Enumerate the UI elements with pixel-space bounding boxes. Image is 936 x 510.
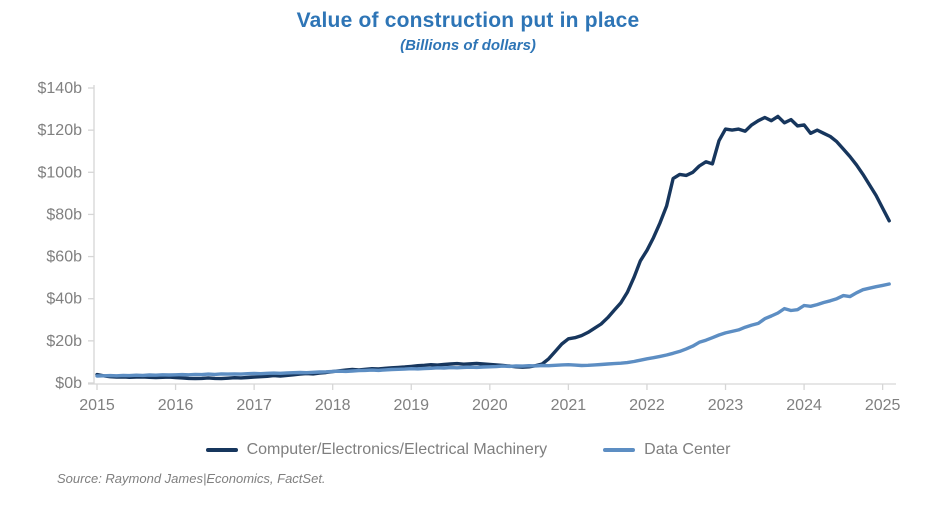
x-tick-label: 2024 <box>786 397 822 414</box>
y-tick-label: $140b <box>38 80 83 97</box>
x-tick-label: 2019 <box>393 397 429 414</box>
y-tick-label: $20b <box>46 333 82 350</box>
y-tick-label: $100b <box>38 164 83 181</box>
chart-subtitle: (Billions of dollars) <box>400 37 536 54</box>
x-tick-label: 2021 <box>551 397 587 414</box>
y-tick-label: $120b <box>38 122 83 139</box>
source-note: Source: Raymond James|Economics, FactSet… <box>57 471 326 486</box>
series1-legend-swatch <box>205 448 238 452</box>
plot-area: $0b $20b $40b $60b $80b $100b $120b $140b 2015 20… <box>38 80 901 414</box>
series-line-data-center <box>95 282 891 378</box>
legend-item-data-center: Data Center <box>603 441 730 459</box>
y-tick-label: $60b <box>46 249 82 266</box>
x-tick-label: 2015 <box>79 397 115 414</box>
series2-legend-label: Data Center <box>644 441 731 458</box>
legend: Computer/Electronics/Electrical Machiner… <box>0 441 936 459</box>
series-line-computer-electronics <box>95 114 891 381</box>
x-tick-label: 2018 <box>315 397 351 414</box>
legend-item-computer-electronics: Computer/Electronics/Electrical Machiner… <box>205 441 548 459</box>
y-tick-label: $40b <box>46 291 82 308</box>
x-tick-label: 2020 <box>472 397 508 414</box>
x-tick-label: 2022 <box>629 397 665 414</box>
y-tick-label: $0b <box>55 375 82 392</box>
series1-legend-label: Computer/Electronics/Electrical Machiner… <box>246 441 548 458</box>
x-tick-label: 2017 <box>236 397 272 414</box>
y-tick-label: $80b <box>46 206 82 223</box>
chart-title: Value of construction put in place <box>296 9 640 32</box>
x-tick-label: 2023 <box>708 397 744 414</box>
x-tick-label: 2016 <box>158 397 194 414</box>
series2-legend-swatch <box>603 448 636 452</box>
x-tick-label: 2025 <box>865 397 901 414</box>
